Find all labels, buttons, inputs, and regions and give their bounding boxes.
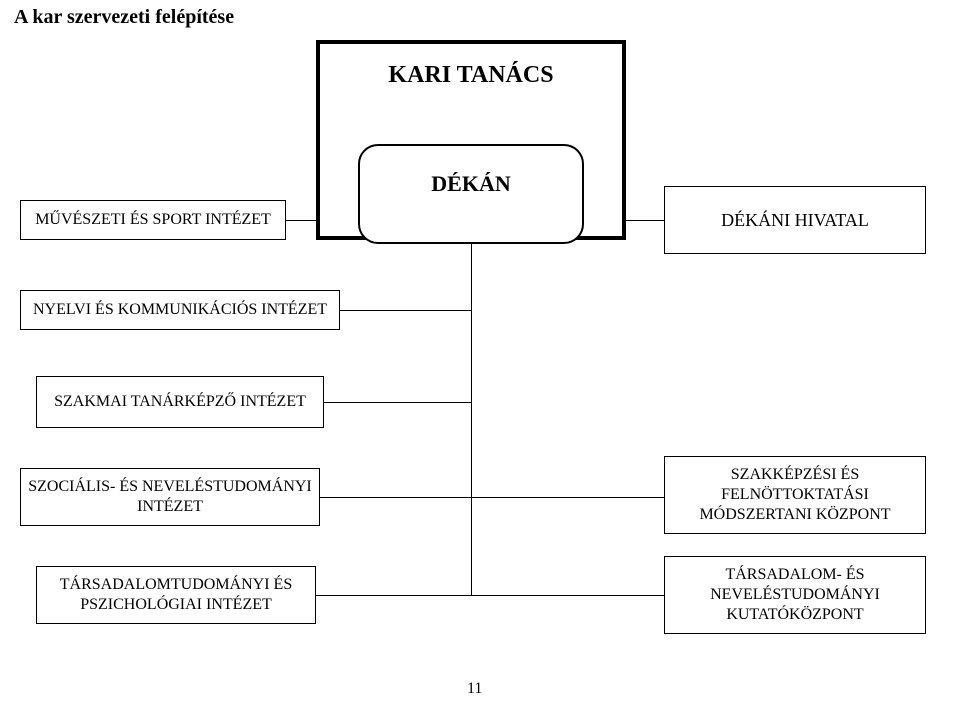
connector-line [316,595,664,596]
node-label: DÉKÁNI HIVATAL [671,209,919,232]
page-number: 11 [467,680,482,698]
node-label: TÁRSADALOM- ÉS NEVELÉSTUDOMÁNYI KUTATÓKÖ… [671,565,919,625]
node-label: SZOCIÁLIS- ÉS NEVELÉSTUDOMÁNYI INTÉZET [27,477,313,517]
node-label: SZAKKÉPZÉSI ÉS FELNÖTTOKTATÁSI MÓDSZERTA… [671,465,919,525]
org-chart-page: A kar szervezeti felépítése KARI TANÁCS … [0,0,959,705]
connector-line [340,310,471,311]
node-dekani-hivatal: DÉKÁNI HIVATAL [664,186,926,254]
node-label: DÉKÁN [366,170,576,198]
node-nyelvi: NYELVI ÉS KOMMUNIKÁCIÓS INTÉZET [20,290,340,330]
page-title: A kar szervezeti felépítése [14,6,234,29]
node-szakkepzesi: SZAKKÉPZÉSI ÉS FELNÖTTOKTATÁSI MÓDSZERTA… [664,456,926,534]
node-tarsadalomtud: TÁRSADALOMTUDOMÁNYI ÉS PSZICHOLÓGIAI INT… [36,566,316,624]
node-dekan: DÉKÁN [358,144,584,244]
node-label: NYELVI ÉS KOMMUNIKÁCIÓS INTÉZET [27,300,333,320]
node-tarsadalom-kutato: TÁRSADALOM- ÉS NEVELÉSTUDOMÁNYI KUTATÓKÖ… [664,556,926,634]
node-label: KARI TANÁCS [326,60,616,90]
connector-line [471,240,472,595]
node-label: TÁRSADALOMTUDOMÁNYI ÉS PSZICHOLÓGIAI INT… [43,575,309,615]
node-label: SZAKMAI TANÁRKÉPZŐ INTÉZET [43,392,317,412]
node-muveszeti: MŰVÉSZETI ÉS SPORT INTÉZET [20,200,286,240]
node-szakmai: SZAKMAI TANÁRKÉPZŐ INTÉZET [36,376,324,428]
connector-line [324,402,471,403]
connector-line [320,497,664,498]
node-szocialis: SZOCIÁLIS- ÉS NEVELÉSTUDOMÁNYI INTÉZET [20,468,320,526]
node-label: MŰVÉSZETI ÉS SPORT INTÉZET [27,210,279,230]
